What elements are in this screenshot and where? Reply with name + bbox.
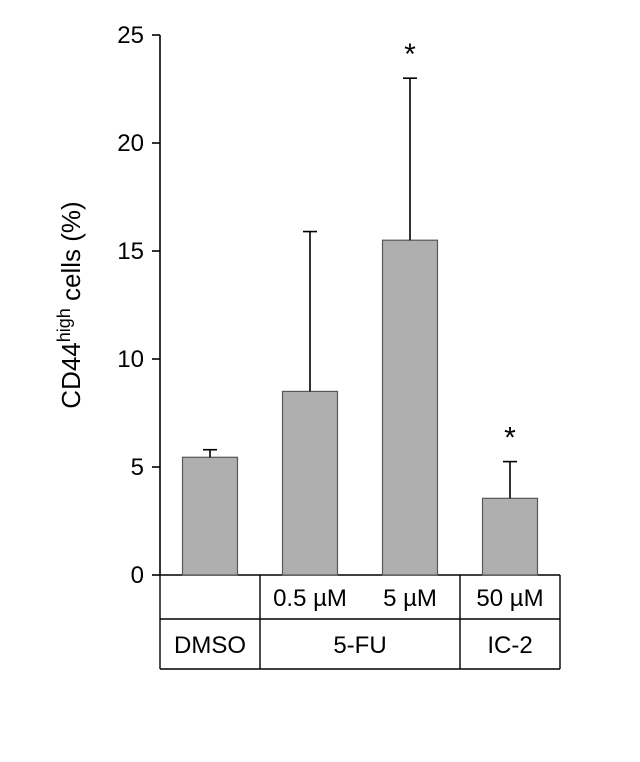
svg-text:DMSO: DMSO	[174, 632, 246, 659]
svg-text:15: 15	[117, 238, 144, 265]
svg-text:CD44high cells (%): CD44high cells (%)	[54, 201, 86, 408]
cd44-bar-chart: 0 5 10 15 20 25 CD44high cells (%) * * 0.5 µM 5 µM…	[40, 15, 600, 747]
svg-text:*: *	[404, 38, 416, 71]
svg-text:5 µM: 5 µM	[383, 585, 437, 612]
svg-text:IC-2: IC-2	[487, 632, 532, 659]
svg-text:20: 20	[117, 130, 144, 157]
svg-text:5: 5	[131, 454, 144, 481]
svg-text:0.5 µM: 0.5 µM	[273, 585, 347, 612]
svg-text:10: 10	[117, 346, 144, 373]
chart-svg: 0 5 10 15 20 25 CD44high cells (%) * * 0.5 µM 5 µM…	[40, 15, 600, 747]
svg-text:50 µM: 50 µM	[476, 585, 543, 612]
svg-text:*: *	[504, 422, 516, 455]
svg-text:0: 0	[131, 562, 144, 589]
svg-text:25: 25	[117, 22, 144, 49]
svg-text:5-FU: 5-FU	[333, 632, 386, 659]
